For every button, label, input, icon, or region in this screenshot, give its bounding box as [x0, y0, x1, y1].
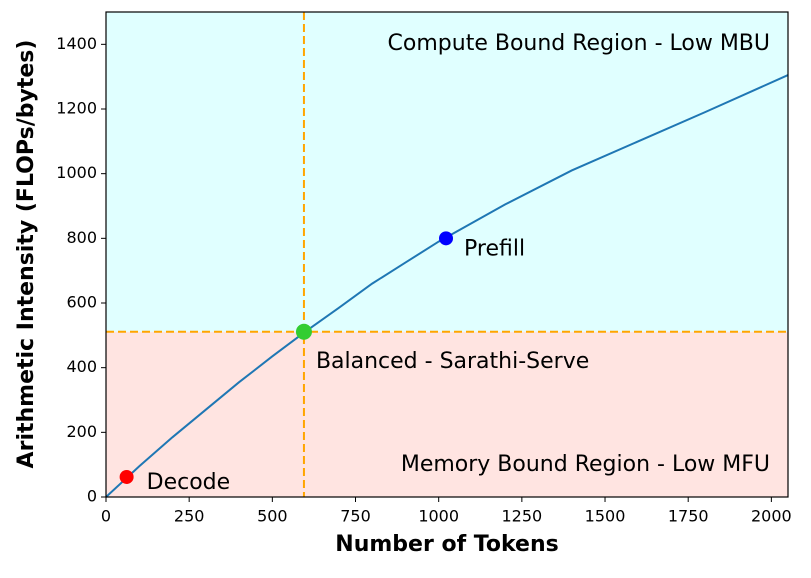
region [106, 331, 788, 497]
x-tick-label: 1750 [668, 507, 709, 526]
y-tick-label: 600 [66, 293, 97, 312]
x-tick-label: 250 [174, 507, 205, 526]
point [439, 231, 454, 246]
y-tick-label: 1400 [56, 34, 97, 53]
x-tick-label: 0 [101, 507, 111, 526]
point [119, 469, 134, 484]
x-tick-label: 1250 [501, 507, 542, 526]
region [106, 12, 788, 332]
y-axis-label: Arithmetic Intensity (FLOPs/bytes) [14, 40, 39, 469]
x-tick-label: 2000 [751, 507, 792, 526]
y-tick-label: 1000 [56, 163, 97, 182]
x-tick-label: 1000 [418, 507, 459, 526]
point-label: Decode [147, 470, 231, 495]
y-tick-label: 800 [66, 228, 97, 247]
y-tick-label: 200 [66, 422, 97, 441]
x-tick-label: 1500 [585, 507, 626, 526]
curve [105, 74, 789, 498]
point-label: Balanced - Sarathi-Serve [316, 349, 589, 374]
y-tick-label: 1200 [56, 99, 97, 118]
point-label: Prefill [464, 236, 525, 261]
region-label: Compute Bound Region - Low MBU [388, 31, 770, 56]
x-tick-label: 500 [257, 507, 288, 526]
plot-frame [105, 11, 789, 498]
point [295, 323, 312, 340]
x-tick-label: 750 [340, 507, 371, 526]
y-tick-label: 0 [87, 487, 97, 506]
y-tick-label: 400 [66, 357, 97, 376]
region-label: Memory Bound Region - Low MFU [401, 452, 770, 477]
x-axis-label: Number of Tokens [335, 532, 558, 557]
